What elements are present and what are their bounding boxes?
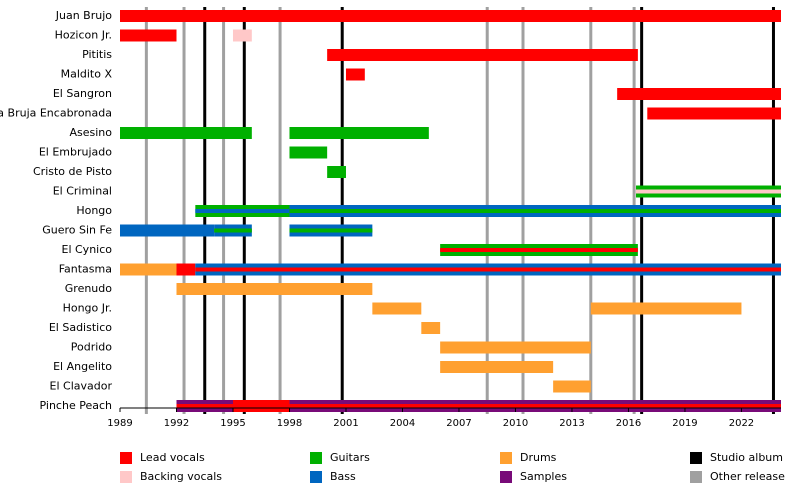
member-bar bbox=[289, 127, 429, 139]
member-label: Guero Sin Fe bbox=[42, 224, 112, 237]
x-tick-label: 2010 bbox=[503, 418, 528, 429]
member-label: El Clavador bbox=[50, 380, 113, 393]
member-bar bbox=[345, 68, 365, 81]
legend-label: Other release bbox=[710, 470, 785, 483]
member-bar bbox=[617, 88, 781, 100]
x-tick-label: 2022 bbox=[729, 418, 754, 429]
member-bar bbox=[647, 107, 781, 120]
member-bar bbox=[635, 189, 781, 194]
member-label: El Sadistico bbox=[49, 321, 112, 334]
member-bar bbox=[553, 380, 591, 393]
member-label: El Sangron bbox=[53, 87, 112, 100]
member-bar bbox=[214, 228, 252, 233]
member-bar bbox=[289, 228, 373, 233]
legend-swatch bbox=[690, 452, 702, 464]
member-label: Hongo bbox=[76, 204, 112, 217]
x-tick-label: 1998 bbox=[277, 418, 302, 429]
member-label: El Cynico bbox=[62, 243, 113, 256]
member-bar bbox=[327, 49, 638, 61]
legend-swatch bbox=[500, 471, 512, 483]
member-bar bbox=[590, 302, 742, 315]
member-bar bbox=[120, 224, 215, 237]
member-label: El Criminal bbox=[53, 185, 112, 198]
member-bar bbox=[176, 404, 233, 408]
x-tick-label: 2016 bbox=[616, 418, 641, 429]
member-bar bbox=[289, 404, 781, 408]
member-bar bbox=[327, 166, 346, 178]
member-label: El Angelito bbox=[53, 360, 112, 373]
member-label: Fantasma bbox=[59, 263, 112, 276]
member-bar bbox=[421, 322, 441, 334]
member-bar bbox=[440, 341, 591, 354]
legend-swatch bbox=[120, 471, 132, 483]
member-bar bbox=[176, 263, 196, 276]
legend-label: Guitars bbox=[330, 451, 370, 464]
member-label: Maldito X bbox=[61, 68, 113, 81]
legend-label: Samples bbox=[520, 470, 567, 483]
member-label: El Embrujado bbox=[39, 146, 112, 159]
legend-label: Studio album bbox=[710, 451, 783, 464]
legend-label: Backing vocals bbox=[140, 470, 222, 483]
member-bar bbox=[289, 146, 328, 159]
member-bar bbox=[120, 127, 252, 139]
member-bar bbox=[120, 10, 781, 22]
member-bar bbox=[195, 209, 290, 213]
member-label: Juan Brujo bbox=[55, 9, 113, 22]
member-label: Asesino bbox=[69, 126, 112, 139]
member-bar bbox=[289, 209, 781, 213]
member-label: Pititis bbox=[82, 48, 112, 61]
member-label: Grenudo bbox=[65, 282, 112, 295]
legend-swatch bbox=[500, 452, 512, 464]
x-tick-label: 2007 bbox=[446, 418, 471, 429]
x-tick-label: 1995 bbox=[220, 418, 245, 429]
x-tick-label: 2013 bbox=[559, 418, 584, 429]
member-label: Pinche Peach bbox=[40, 399, 113, 412]
member-bar bbox=[232, 400, 290, 412]
legend-swatch bbox=[310, 452, 322, 464]
member-bar bbox=[120, 263, 177, 276]
legend-swatch bbox=[120, 452, 132, 464]
legend-label: Bass bbox=[330, 470, 356, 483]
legend-label: Drums bbox=[520, 451, 557, 464]
legend-label: Lead vocals bbox=[140, 451, 205, 464]
x-tick-label: 2019 bbox=[672, 418, 697, 429]
member-bar bbox=[195, 267, 781, 272]
member-label: La Bruja Encabronada bbox=[0, 107, 112, 120]
member-bar bbox=[232, 29, 252, 42]
legend-swatch bbox=[690, 471, 702, 483]
member-bar bbox=[372, 302, 422, 315]
x-tick-label: 2001 bbox=[333, 418, 358, 429]
member-bar bbox=[120, 29, 177, 42]
x-tick-label: 2004 bbox=[390, 418, 415, 429]
legend-swatch bbox=[310, 471, 322, 483]
x-tick-label: 1992 bbox=[164, 418, 189, 429]
member-label: Cristo de Pisto bbox=[33, 165, 112, 178]
member-label: Hozicon Jr. bbox=[55, 29, 112, 42]
member-bar bbox=[176, 283, 373, 295]
member-bar bbox=[440, 248, 638, 252]
member-label: Podrido bbox=[71, 341, 113, 354]
x-tick-label: 1989 bbox=[107, 418, 132, 429]
member-bar bbox=[440, 361, 554, 373]
member-label: Hongo Jr. bbox=[63, 302, 112, 315]
